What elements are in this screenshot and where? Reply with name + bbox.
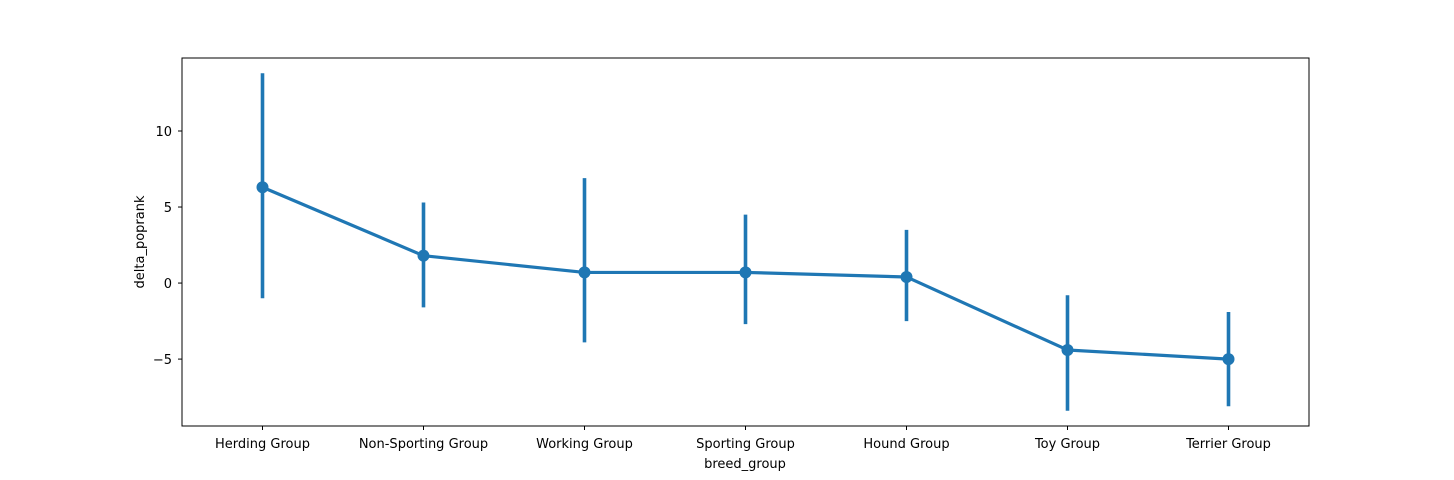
x-axis-label: breed_group (704, 457, 786, 472)
data-point (417, 249, 430, 262)
data-point (900, 270, 913, 283)
x-tick-label: Hound Group (863, 437, 949, 452)
x-tick-label: Non-Sporting Group (359, 437, 488, 452)
y-tick-label: −5 (153, 353, 172, 368)
x-tick-label: Terrier Group (1185, 437, 1271, 452)
x-tick-label: Toy Group (1034, 437, 1100, 452)
y-tick-label: 10 (155, 125, 172, 140)
data-point (1061, 343, 1074, 356)
data-point (739, 266, 752, 279)
data-point (1222, 353, 1235, 366)
x-tick-label: Sporting Group (696, 437, 795, 452)
y-tick-label: 0 (164, 277, 172, 292)
data-point (578, 266, 591, 279)
x-tick-label: Working Group (536, 437, 633, 452)
y-axis-label: delta_poprank (133, 195, 148, 288)
data-point (256, 181, 269, 194)
y-tick-label: 5 (164, 201, 172, 216)
x-tick-label: Herding Group (215, 437, 310, 452)
